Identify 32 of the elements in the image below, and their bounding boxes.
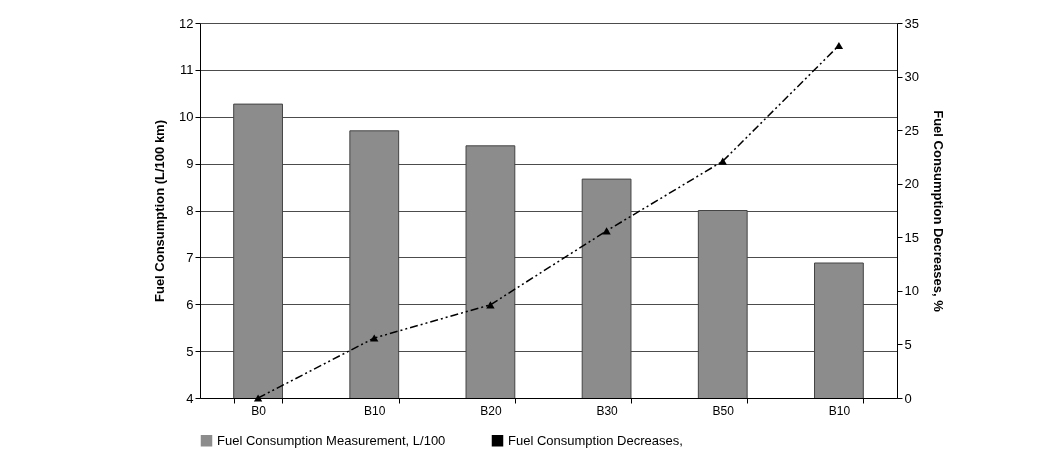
point: [370, 334, 379, 342]
point: [486, 301, 495, 309]
y-tick-label: 12: [179, 15, 194, 31]
x-tick-label: B30: [596, 403, 619, 418]
y2-tick-label: 15: [904, 229, 919, 245]
point: [718, 157, 727, 165]
y2-tick-label: 25: [904, 122, 919, 138]
y2-tick-label: 20: [904, 176, 919, 192]
y-tick-label: 7: [186, 249, 194, 265]
y-tick-label: 10: [179, 109, 194, 125]
y2-tick-label: 30: [904, 69, 919, 85]
y2-tick-label: 35: [904, 15, 919, 31]
legend-label: Fuel Consumption Measurement, L/100: [217, 432, 446, 448]
y-tick-label: 6: [186, 296, 194, 312]
y2-tick-label: 0: [904, 390, 912, 406]
x-tick-label: B10: [828, 403, 851, 418]
x-tick-label: B10: [364, 403, 386, 418]
y2-axis-title: Fuel Consumption Decreases, %: [930, 110, 946, 313]
y-tick-label: 5: [186, 343, 194, 359]
y-tick-label: 4: [186, 390, 194, 406]
point: [253, 394, 263, 402]
y-tick-label: 11: [180, 62, 194, 78]
y-axis-title: Fuel Consumption (L/100 km): [152, 119, 168, 303]
point: [834, 41, 844, 50]
legend-label: Fuel Consumption Decreases,: [508, 432, 683, 448]
x-tick-label: B0: [251, 403, 267, 418]
y2-tick-label: 10: [904, 283, 919, 299]
y-tick-label: 9: [186, 156, 194, 172]
x-tick-label: B20: [480, 403, 502, 418]
y2-tick-label: 5: [904, 336, 912, 352]
x-tick-label: B50: [712, 403, 735, 418]
y-tick-label: 8: [186, 203, 194, 218]
